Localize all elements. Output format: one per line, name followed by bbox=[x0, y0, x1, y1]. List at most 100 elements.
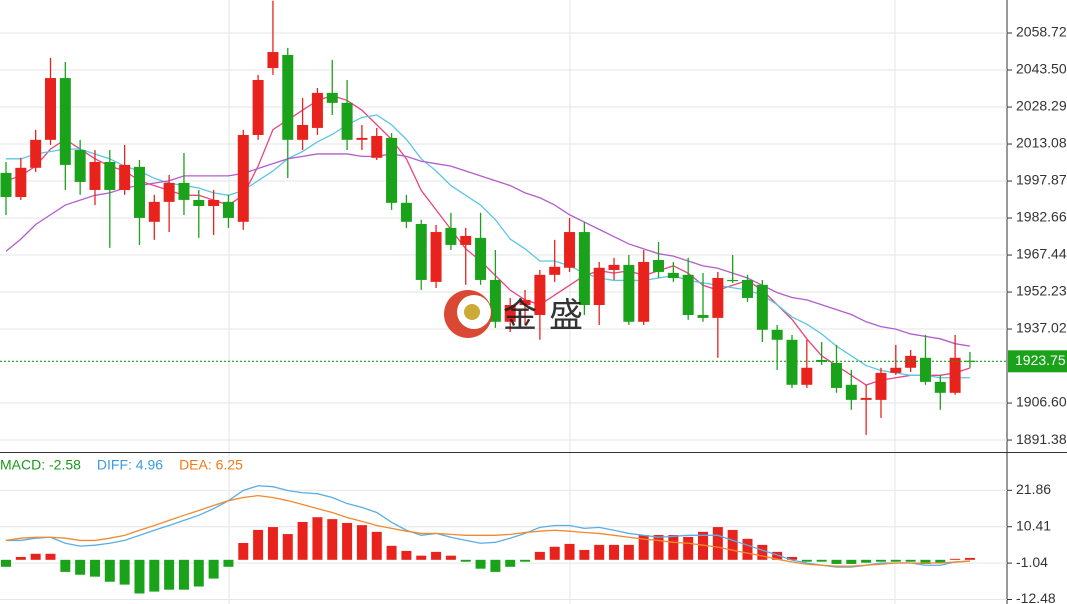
y-tick-label: 1997.87 bbox=[1016, 172, 1067, 188]
macd-bar bbox=[579, 549, 590, 560]
macd-bar bbox=[831, 559, 842, 564]
macd-bar bbox=[623, 544, 634, 560]
candle-body bbox=[489, 279, 501, 322]
y-tick-label: 1937.02 bbox=[1016, 320, 1067, 336]
macd-bar bbox=[875, 559, 886, 562]
macd-bar bbox=[786, 556, 797, 560]
macd-bar bbox=[950, 558, 961, 560]
candle-body bbox=[119, 164, 131, 190]
macd-bar bbox=[490, 559, 501, 572]
y-tick-label: 1967.44 bbox=[1016, 246, 1067, 262]
watermark: 金盛 bbox=[444, 290, 583, 338]
macd-bar bbox=[861, 559, 872, 563]
macd-bar bbox=[223, 559, 234, 567]
candle-body bbox=[682, 274, 694, 315]
candle-body bbox=[386, 137, 398, 203]
candle-body bbox=[845, 384, 857, 400]
ma-line bbox=[5, 94, 971, 386]
logo bbox=[464, 304, 480, 320]
candle-body bbox=[934, 381, 946, 393]
candle-body bbox=[460, 235, 472, 245]
legend-label: DEA: 6.25 bbox=[179, 457, 243, 473]
candle-body bbox=[0, 172, 12, 198]
candle-body bbox=[653, 260, 665, 272]
legend-label: DIFF: 4.96 bbox=[97, 457, 163, 473]
macd-bar bbox=[920, 559, 931, 564]
candle-body bbox=[222, 201, 234, 218]
candle-body bbox=[297, 125, 309, 140]
y-tick-label: 2043.50 bbox=[1016, 61, 1067, 77]
candle-body bbox=[208, 199, 220, 207]
macd-bar bbox=[1, 559, 11, 567]
candle-body bbox=[371, 135, 383, 158]
candle-body bbox=[267, 52, 279, 69]
macd-bar bbox=[238, 542, 249, 560]
candle-body bbox=[919, 357, 931, 382]
macd-bar bbox=[164, 559, 175, 590]
macd-bar bbox=[267, 527, 278, 560]
macd-bar bbox=[475, 559, 486, 569]
macd-line bbox=[6, 485, 970, 568]
candle-body bbox=[133, 166, 145, 218]
candle-body bbox=[326, 92, 338, 103]
y-tick-label: 2058.72 bbox=[1016, 24, 1067, 40]
candle-body bbox=[30, 139, 42, 168]
y-tick-label: 1891.38 bbox=[1016, 431, 1067, 447]
macd-bar bbox=[193, 559, 204, 587]
candle-body bbox=[341, 102, 353, 140]
candle-body bbox=[786, 339, 798, 385]
macd-bar bbox=[727, 529, 738, 560]
candle-body bbox=[578, 232, 590, 306]
legend-label: MACD: -2.58 bbox=[0, 457, 81, 473]
candle-body bbox=[252, 80, 264, 135]
macd-bar bbox=[178, 559, 189, 590]
candle-body bbox=[756, 284, 768, 330]
macd-bar bbox=[342, 522, 353, 560]
macd-bar bbox=[89, 559, 100, 577]
candle-body bbox=[475, 237, 487, 280]
macd-bar bbox=[801, 559, 812, 562]
ma-line bbox=[6, 114, 970, 379]
y-tick-label: 2028.29 bbox=[1016, 98, 1067, 114]
candle-body bbox=[148, 201, 160, 222]
macd-bar bbox=[816, 559, 827, 562]
macd-bar bbox=[75, 559, 86, 575]
candle-body bbox=[415, 224, 427, 280]
candle-body bbox=[59, 78, 71, 165]
macd-bar bbox=[253, 529, 264, 560]
candle-body bbox=[89, 161, 101, 190]
macd-bar bbox=[386, 545, 397, 560]
y-tick-label: 1906.60 bbox=[1016, 394, 1067, 410]
candle-body bbox=[356, 137, 368, 140]
candle-body bbox=[727, 279, 739, 282]
y-tick-label: -12.48 bbox=[1016, 590, 1056, 604]
macd-bar bbox=[371, 531, 382, 560]
candle-body bbox=[15, 167, 27, 198]
macd-bar bbox=[772, 551, 783, 560]
candle-body bbox=[593, 267, 605, 306]
candle-body bbox=[163, 182, 175, 202]
candle-body bbox=[445, 227, 457, 245]
macd-bar bbox=[60, 559, 71, 572]
macd-bar bbox=[312, 517, 323, 560]
macd-bar bbox=[964, 557, 975, 560]
macd-bar bbox=[935, 559, 946, 563]
y-tick-label: 1952.23 bbox=[1016, 283, 1067, 299]
macd-bar bbox=[297, 521, 308, 560]
macd-bar bbox=[104, 559, 115, 582]
macd-bar bbox=[668, 535, 679, 560]
macd-bar bbox=[45, 553, 56, 560]
candle-body bbox=[519, 299, 531, 306]
macd-bar bbox=[416, 555, 427, 560]
layout bbox=[228, 0, 896, 604]
candle-body bbox=[830, 362, 842, 388]
candle-body bbox=[608, 264, 620, 270]
candle-body bbox=[860, 397, 872, 400]
macd-bar bbox=[757, 544, 768, 560]
candle-body bbox=[697, 314, 709, 318]
macd-bar bbox=[520, 559, 531, 562]
ma-line bbox=[5, 153, 971, 347]
y-tick-label: 21.86 bbox=[1016, 481, 1051, 497]
macd-bar bbox=[742, 538, 753, 560]
